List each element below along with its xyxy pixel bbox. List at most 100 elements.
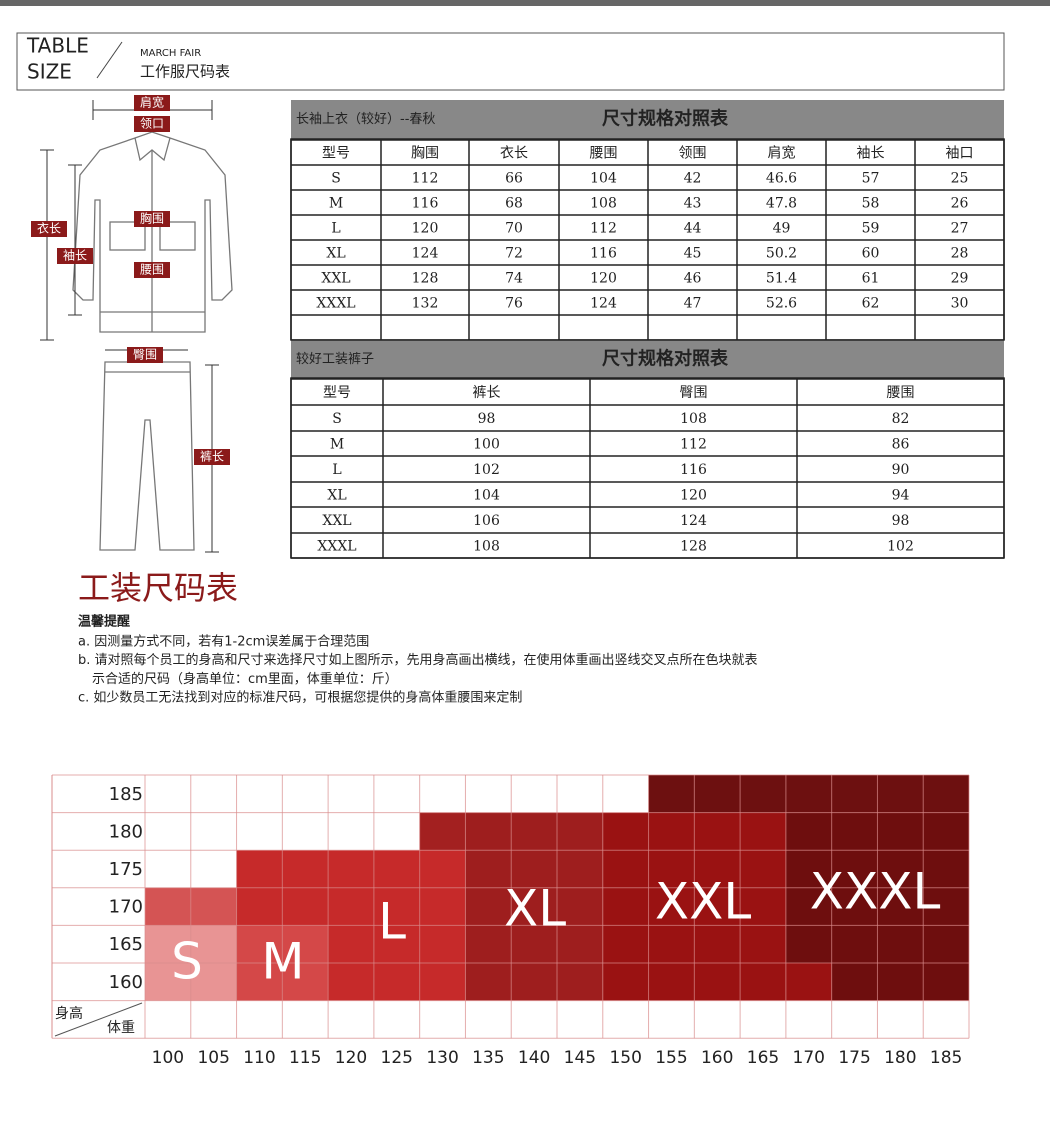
size-label: S xyxy=(171,933,203,991)
header-subtitle: 工作服尺码表 xyxy=(140,63,230,81)
weight-label: 135 xyxy=(472,1048,504,1068)
table-title-bar xyxy=(291,341,1004,378)
table-cell: 108 xyxy=(590,196,617,212)
label-box xyxy=(194,449,230,465)
table-cell: L xyxy=(331,221,340,237)
table-cell: 90 xyxy=(892,462,910,478)
table-cell: 124 xyxy=(680,513,707,529)
note: c. 如少数员工无法找到对应的标准尺码，可根据您提供的身高体重腰围来定制 xyxy=(78,690,522,706)
table-cell: 128 xyxy=(412,271,439,287)
table-cell: 102 xyxy=(473,462,500,478)
table-cell: 66 xyxy=(505,171,523,187)
table-cell: 98 xyxy=(892,513,910,529)
table-cell: XXXL xyxy=(316,296,355,312)
table-cell: 120 xyxy=(412,221,439,237)
table-cell: 120 xyxy=(680,488,707,504)
table-cell: XXL xyxy=(322,513,351,529)
axis-label: 身高 xyxy=(55,1005,83,1022)
weight-label: 130 xyxy=(426,1048,458,1068)
table-cell: 128 xyxy=(680,539,707,555)
table-header: 袖口 xyxy=(946,146,974,162)
table-cell: 100 xyxy=(473,437,500,453)
table-cell: 124 xyxy=(412,246,439,262)
table-cell: 82 xyxy=(892,411,910,427)
table-cell: 27 xyxy=(951,221,969,237)
height-label: 180 xyxy=(109,821,143,842)
table-header: 腰围 xyxy=(887,385,915,401)
label-box xyxy=(127,347,163,363)
table-header: 腰围 xyxy=(590,146,618,162)
header-subtitle: MARCH FAIR xyxy=(140,48,201,59)
section-title: 工装尺码表 xyxy=(78,569,238,607)
height-label: 185 xyxy=(109,784,143,805)
table-cell: 47 xyxy=(684,296,702,312)
diagram-label: 袖长 xyxy=(63,248,87,263)
table-cell: 28 xyxy=(951,246,969,262)
label-box xyxy=(134,116,170,132)
table-cell: 112 xyxy=(680,437,707,453)
table-cell: L xyxy=(332,462,341,478)
table-cell: S xyxy=(331,171,341,187)
label-box xyxy=(31,221,67,237)
table-cell: XL xyxy=(326,246,345,262)
table-cell: 25 xyxy=(951,171,969,187)
table-cell: 112 xyxy=(412,171,439,187)
table-header: 裤长 xyxy=(473,385,501,401)
table-cell: 60 xyxy=(862,246,880,262)
weight-label: 175 xyxy=(838,1048,870,1068)
header-slash xyxy=(96,41,123,79)
table-header: 肩宽 xyxy=(768,145,796,162)
label-box xyxy=(134,95,170,111)
table-cell: 46 xyxy=(684,271,702,287)
diagram-label: 衣长 xyxy=(37,221,61,236)
table-cell: 108 xyxy=(680,411,707,427)
top-bar xyxy=(0,0,1050,6)
size-region xyxy=(648,775,969,813)
table-cell: 61 xyxy=(862,271,880,287)
table-cell: 72 xyxy=(505,246,523,262)
axis-label: 体重 xyxy=(107,1020,135,1036)
table-header: 型号 xyxy=(322,146,350,162)
table-cell: 26 xyxy=(951,196,969,212)
table-cell: 116 xyxy=(590,246,617,262)
table-cell: XL xyxy=(327,488,346,504)
table-cell: M xyxy=(330,437,344,453)
table-header: 胸围 xyxy=(411,146,439,162)
weight-label: 150 xyxy=(609,1048,641,1068)
diagram-label: 领口 xyxy=(140,117,164,131)
tip-title: 温馨提醒 xyxy=(78,614,130,630)
table-cell: 59 xyxy=(862,221,880,237)
table-cell: 51.4 xyxy=(766,271,797,287)
table-cell: 42 xyxy=(684,171,702,187)
size-region xyxy=(831,963,969,1001)
table-header: 领围 xyxy=(679,146,707,162)
table-cell: 29 xyxy=(951,271,969,287)
weight-label: 180 xyxy=(884,1048,916,1068)
table-cell: 94 xyxy=(892,488,910,504)
diagram-label: 腰围 xyxy=(140,263,164,277)
height-label: 165 xyxy=(109,934,143,955)
table-cell: 50.2 xyxy=(766,246,797,262)
table-cell: 112 xyxy=(590,221,617,237)
table-cell: 47.8 xyxy=(766,196,797,212)
header-title: TABLE xyxy=(26,34,89,58)
weight-label: 165 xyxy=(747,1048,779,1068)
height-label: 175 xyxy=(109,859,143,880)
header-box xyxy=(16,32,1005,91)
label-box xyxy=(57,248,93,264)
table-header: 型号 xyxy=(323,385,351,401)
table-header: 衣长 xyxy=(500,146,528,162)
table-cell: 98 xyxy=(478,411,496,427)
table-cell: 102 xyxy=(887,539,914,555)
weight-label: 145 xyxy=(564,1048,596,1068)
size-label: XL xyxy=(504,880,566,938)
size-region xyxy=(419,812,466,851)
weight-label: 185 xyxy=(930,1048,962,1068)
table-cell: 43 xyxy=(684,196,702,212)
table-title: 尺寸规格对照表 xyxy=(602,348,729,370)
table-cell: 70 xyxy=(505,221,523,237)
table-cell: 132 xyxy=(412,296,439,312)
note: 示合适的尺码（身高单位：cm里面，体重单位：斤） xyxy=(92,671,398,687)
label-box xyxy=(134,262,170,278)
